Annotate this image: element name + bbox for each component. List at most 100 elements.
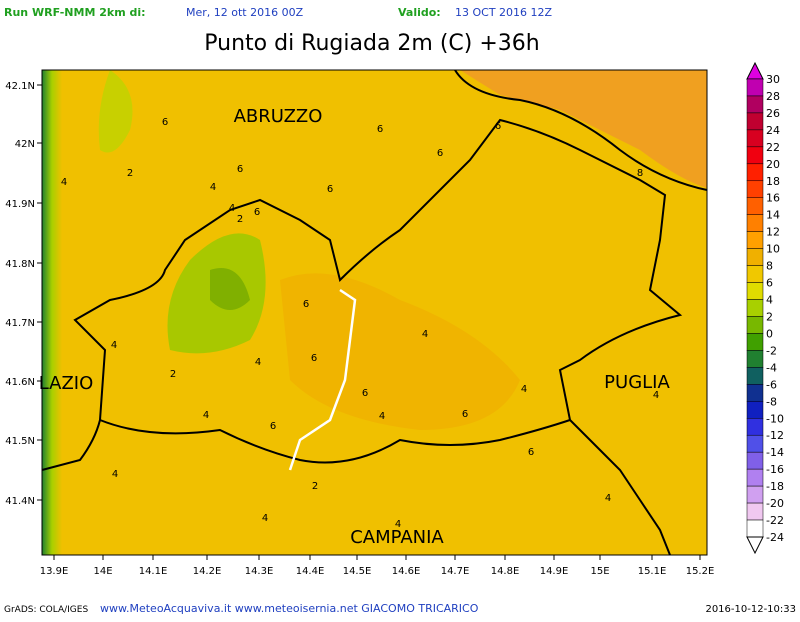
colorbar-label: 4: [766, 294, 773, 307]
colorbar-swatch: [746, 468, 764, 487]
contour-label: 2: [170, 369, 176, 380]
lat-label: 42N: [15, 139, 35, 150]
colorbar-label: -4: [766, 361, 777, 374]
colorbar-swatch: [746, 434, 764, 453]
contour-label: 6: [254, 207, 260, 218]
contour-label: 4: [605, 493, 611, 504]
colorbar-label: -10: [766, 412, 784, 425]
colorbar-label: 16: [766, 192, 780, 205]
map: [41, 69, 708, 556]
lat-label: 41.7N: [5, 318, 35, 329]
colorbar-swatch: [746, 231, 764, 249]
frame: [41, 69, 708, 556]
colorbar-swatch: [746, 502, 764, 521]
contour-label: 8: [637, 168, 643, 179]
contour-label: 6: [270, 421, 276, 432]
colorbar-swatch: [746, 384, 764, 402]
valid-date: 13 OCT 2016 12Z: [455, 6, 553, 19]
colorbar-label: -6: [766, 378, 777, 391]
contour-label: 4: [61, 177, 67, 188]
lon-label: 14.5E: [343, 566, 372, 577]
colorbar-label: 12: [766, 226, 780, 239]
colorbar-label: 14: [766, 209, 780, 222]
valid-label: Valido:: [398, 6, 441, 19]
colorbar-swatch: [746, 197, 764, 215]
contour-label: 2: [237, 214, 243, 225]
colorbar-label: 28: [766, 90, 780, 103]
contour-label: 4: [395, 519, 401, 530]
region-label: ABRUZZO: [234, 106, 323, 127]
colorbar-swatch: [746, 112, 764, 131]
colorbar-label: -16: [766, 463, 784, 476]
lon-label: 14.4E: [296, 566, 325, 577]
colorbar-label: 10: [766, 243, 780, 256]
colorbar-swatch: [746, 129, 764, 148]
colorbar-label: 0: [766, 327, 773, 340]
colorbar-label: 8: [766, 260, 773, 273]
contour-label: 6: [327, 184, 333, 195]
contour-label: 6: [303, 299, 309, 310]
colorbar-label: -18: [766, 480, 784, 493]
lon-label: 14.2E: [193, 566, 222, 577]
lon-label: 14.1E: [139, 566, 168, 577]
colorbar-label: -2: [766, 344, 777, 357]
colorbar-arrow: [746, 536, 764, 555]
colorbar-swatch: [746, 214, 764, 232]
lon-label: 13.9E: [40, 566, 69, 577]
lon-label: 15.2E: [686, 566, 715, 577]
border: [454, 69, 708, 191]
contour-label: 4: [521, 384, 527, 395]
contour-label: 6: [437, 148, 443, 159]
contour-label: 6: [311, 353, 317, 364]
colorbar-label: -14: [766, 446, 784, 459]
contour-label: 4: [210, 182, 216, 193]
colorbar-swatch: [746, 451, 764, 470]
colorbar-label: -8: [766, 395, 777, 408]
colorbar-swatch: [746, 146, 764, 165]
contour-label: 4: [255, 357, 261, 368]
colorbar-label: 30: [766, 73, 780, 86]
run-label: Run WRF-NMM 2km di:: [4, 6, 146, 19]
lon-label: 14E: [93, 566, 112, 577]
contour-label: 4: [229, 203, 235, 214]
footer-left: GrADS: COLA/IGES: [4, 605, 88, 615]
colorbar-label: -24: [766, 531, 784, 544]
map-title: Punto di Rugiada 2m (C) +36h: [204, 31, 539, 56]
contour-label: 6: [462, 409, 468, 420]
footer-right: 2016-10-12-10:33: [705, 604, 796, 615]
contour-label: 2: [127, 168, 133, 179]
colorbar-swatch: [746, 299, 764, 317]
province-border: [288, 288, 357, 471]
lat-label: 42.1N: [5, 81, 35, 92]
contour-label: 4: [422, 329, 428, 340]
colorbar-swatch: [746, 78, 764, 97]
lon-label: 14.8E: [491, 566, 520, 577]
colorbar-label: 6: [766, 277, 773, 290]
colorbar-swatch: [746, 163, 764, 182]
region-label: CAMPANIA: [350, 527, 444, 548]
colorbar-label: 18: [766, 175, 780, 188]
contour-label: 4: [111, 340, 117, 351]
colorbar-label: -20: [766, 497, 784, 510]
contour-label: 4: [203, 410, 209, 421]
lon-label: 15.1E: [638, 566, 667, 577]
colorbar-swatch: [746, 282, 764, 300]
contour-label: 6: [377, 124, 383, 135]
colorbar-swatch: [746, 333, 764, 351]
lon-label: 14.9E: [540, 566, 569, 577]
region-label: PUGLIA: [604, 372, 670, 393]
contour-label: 6: [528, 447, 534, 458]
footer-center: www.MeteoAcquaviva.it www.meteoisernia.n…: [100, 602, 479, 615]
contour-label: 4: [379, 411, 385, 422]
colorbar-swatch: [746, 265, 764, 283]
colorbar-label: 20: [766, 158, 780, 171]
colorbar-swatch: [746, 485, 764, 504]
border: [41, 118, 683, 556]
contour-label: 2: [312, 481, 318, 492]
lon-label: 14.3E: [245, 566, 274, 577]
field: [98, 70, 133, 153]
contour-label: 4: [112, 469, 118, 480]
colorbar-swatch: [746, 350, 764, 368]
field: [210, 268, 250, 310]
